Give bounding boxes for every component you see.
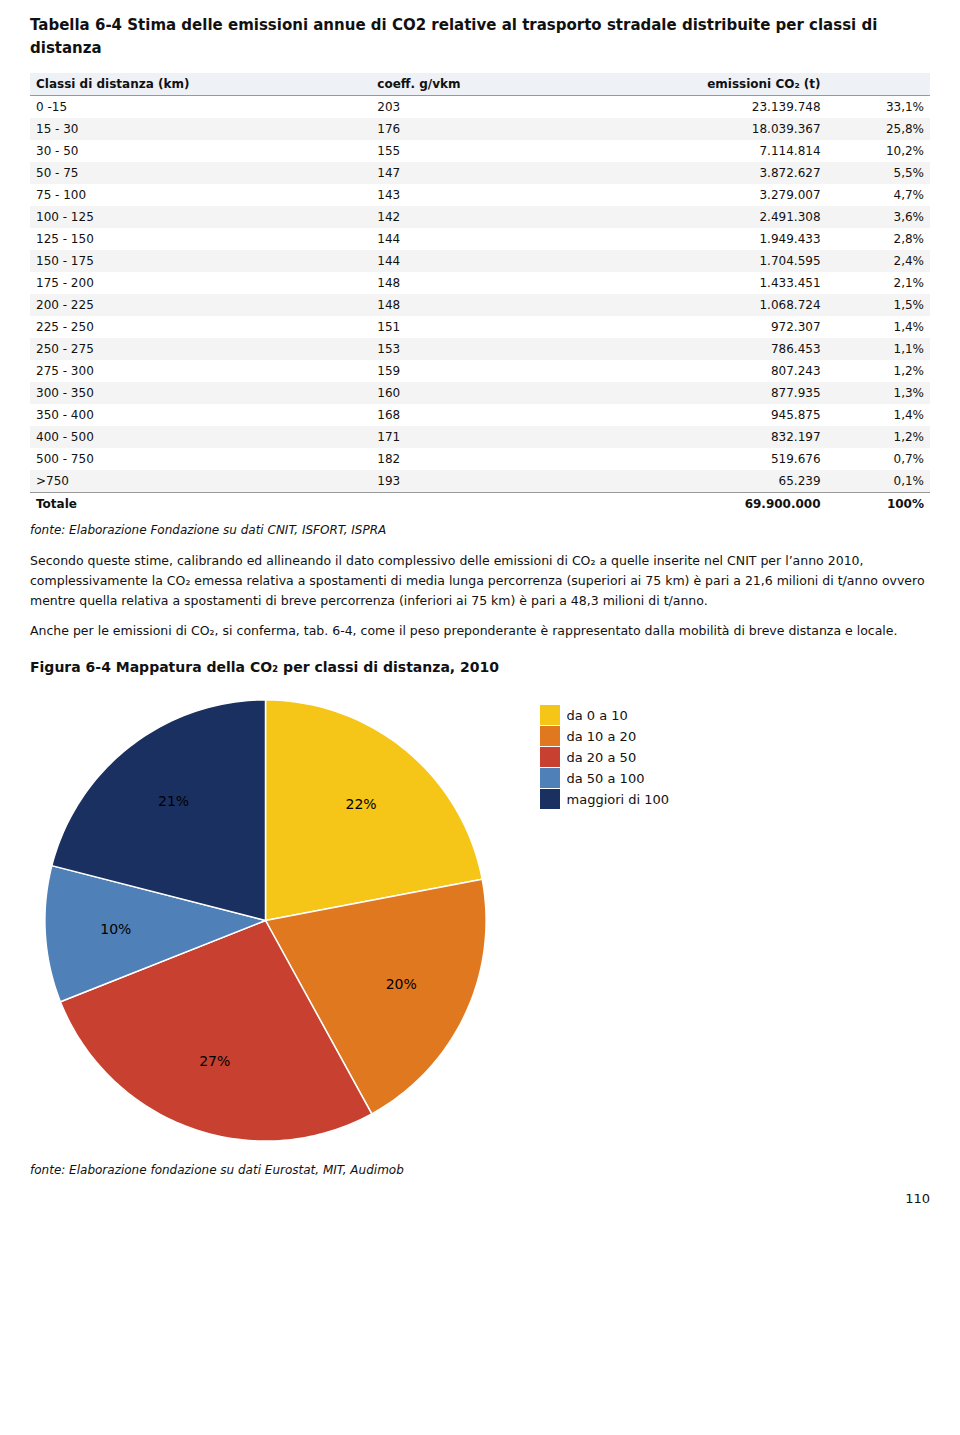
- html-text:da 0 a 10: da 0 a 10: [566, 707, 628, 723]
- html-text:151: 151: [377, 320, 401, 334]
- html-text:15 - 30: 15 - 30: [36, 122, 79, 136]
- html-text:0,7%: 0,7%: [893, 452, 924, 466]
- html-text:1,1%: 1,1%: [893, 342, 924, 356]
- svg-text:21%: 21%: [158, 793, 189, 809]
- html-text:147: 147: [377, 166, 401, 180]
- html-text:65.239: 65.239: [778, 474, 821, 488]
- html-text:2,4%: 2,4%: [893, 254, 924, 268]
- html-text:275 - 300: 275 - 300: [36, 364, 94, 378]
- html-text:250 - 275: 250 - 275: [36, 342, 94, 356]
- html-text:171: 171: [377, 430, 401, 444]
- html-text:142: 142: [377, 210, 401, 224]
- html-text:10,2%: 10,2%: [885, 144, 924, 158]
- html-text:fonte: Elaborazione Fondazione: fonte: Elaborazione Fondazione su dati C…: [30, 523, 387, 537]
- html-text:168: 168: [377, 408, 401, 422]
- html-text:maggiori di 100: maggiori di 100: [566, 791, 670, 807]
- html-text:153: 153: [377, 342, 401, 356]
- html-text:Classi di distanza (km): Classi di distanza (km): [36, 77, 190, 91]
- html-text:2,8%: 2,8%: [893, 232, 924, 246]
- html-text:1,4%: 1,4%: [893, 408, 924, 422]
- html-text:786.453: 786.453: [770, 342, 821, 356]
- html-text:807.243: 807.243: [770, 364, 821, 378]
- html-text:1.433.451: 1.433.451: [759, 276, 821, 290]
- html-text:2.491.308: 2.491.308: [759, 210, 821, 224]
- html-text:da 20 a 50: da 20 a 50: [566, 749, 637, 765]
- html-text:69.900.000: 69.900.000: [744, 497, 821, 511]
- html-text:159: 159: [377, 364, 401, 378]
- html-text:182: 182: [377, 452, 401, 466]
- svg-text:10%: 10%: [100, 921, 131, 937]
- html-text:1,4%: 1,4%: [893, 320, 924, 334]
- html-text:125 - 150: 125 - 150: [36, 232, 94, 246]
- html-text:2,1%: 2,1%: [893, 276, 924, 290]
- html-text:da 10 a 20: da 10 a 20: [566, 728, 637, 744]
- html-text:144: 144: [377, 254, 401, 268]
- html-text:1,5%: 1,5%: [893, 298, 924, 312]
- html-text:Figura 6-4 Mappatura della CO₂: Figura 6-4 Mappatura della CO₂ per class…: [30, 659, 499, 675]
- html-text:160: 160: [377, 386, 401, 400]
- html-text:175 - 200: 175 - 200: [36, 276, 94, 290]
- html-text:203: 203: [377, 100, 401, 114]
- html-text:945.875: 945.875: [770, 408, 821, 422]
- html-text:225 - 250: 225 - 250: [36, 320, 94, 334]
- html-text:400 - 500: 400 - 500: [36, 430, 94, 444]
- svg-text:22%: 22%: [346, 796, 377, 812]
- html-text:519.676: 519.676: [770, 452, 821, 466]
- html-text:fonte: Elaborazione fondazione: fonte: Elaborazione fondazione su dati E…: [30, 1163, 404, 1177]
- html-text:3.872.627: 3.872.627: [759, 166, 821, 180]
- html-text:Anche per le emissioni di CO₂,: Anche per le emissioni di CO₂, si confer…: [30, 623, 898, 638]
- html-text:Secondo queste stime, calibran: Secondo queste stime, calibrando ed alli…: [30, 553, 925, 608]
- html-text:193: 193: [377, 474, 401, 488]
- html-text:1.068.724: 1.068.724: [759, 298, 821, 312]
- html-text:0,1%: 0,1%: [893, 474, 924, 488]
- svg-text:27%: 27%: [199, 1053, 230, 1069]
- html-text:0 -15: 0 -15: [36, 100, 68, 114]
- svg-text:20%: 20%: [386, 976, 417, 992]
- html-text:>750: >750: [36, 474, 69, 488]
- html-text:1,2%: 1,2%: [893, 364, 924, 378]
- html-text:23.139.748: 23.139.748: [751, 100, 821, 114]
- html-text:100 - 125: 100 - 125: [36, 210, 94, 224]
- html-text:1.949.433: 1.949.433: [759, 232, 821, 246]
- html-text:972.307: 972.307: [770, 320, 821, 334]
- html-text:25,8%: 25,8%: [885, 122, 924, 136]
- html-text:150 - 175: 150 - 175: [36, 254, 94, 268]
- html-text:18.039.367: 18.039.367: [751, 122, 821, 136]
- html-text:1,2%: 1,2%: [893, 430, 924, 444]
- html-text:da 50 a 100: da 50 a 100: [566, 770, 645, 786]
- html-text:110: 110: [905, 1191, 930, 1206]
- html-text:emissioni CO₂ (t): emissioni CO₂ (t): [707, 77, 821, 91]
- html-text:5,5%: 5,5%: [893, 166, 924, 180]
- html-text:coeff. g/vkm: coeff. g/vkm: [377, 77, 461, 91]
- html-text:143: 143: [377, 188, 401, 202]
- html-text:33,1%: 33,1%: [885, 100, 924, 114]
- html-text:1.704.595: 1.704.595: [759, 254, 821, 268]
- html-text:50 - 75: 50 - 75: [36, 166, 79, 180]
- html-text:155: 155: [377, 144, 401, 158]
- html-text:350 - 400: 350 - 400: [36, 408, 94, 422]
- html-text:4,7%: 4,7%: [893, 188, 924, 202]
- html-text:500 - 750: 500 - 750: [36, 452, 94, 466]
- html-text:877.935: 877.935: [770, 386, 821, 400]
- html-text:144: 144: [377, 232, 401, 246]
- html-text:176: 176: [377, 122, 401, 136]
- html-text:Totale: Totale: [36, 497, 77, 511]
- html-text:100%: 100%: [886, 497, 924, 511]
- html-text:148: 148: [377, 276, 401, 290]
- html-text:Tabella 6-4 Stima delle emissi: Tabella 6-4 Stima delle emissioni annue …: [30, 16, 878, 57]
- html-text:1,3%: 1,3%: [893, 386, 924, 400]
- html-text:200 - 225: 200 - 225: [36, 298, 94, 312]
- html-text:3,6%: 3,6%: [893, 210, 924, 224]
- html-text:75 - 100: 75 - 100: [36, 188, 87, 202]
- html-text:30 - 50: 30 - 50: [36, 144, 79, 158]
- html-text:148: 148: [377, 298, 401, 312]
- html-text:7.114.814: 7.114.814: [759, 144, 821, 158]
- html-text:300 - 350: 300 - 350: [36, 386, 94, 400]
- html-text:832.197: 832.197: [770, 430, 821, 444]
- html-text:3.279.007: 3.279.007: [759, 188, 821, 202]
